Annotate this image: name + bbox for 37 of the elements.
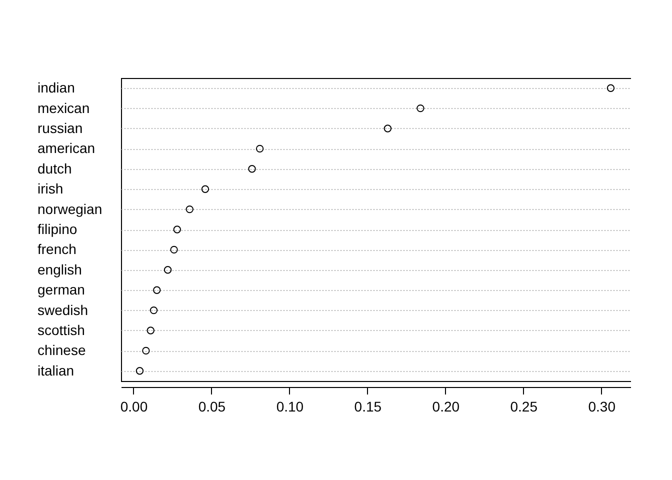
y-tick-label: swedish <box>38 302 88 318</box>
y-tick-label: english <box>38 261 82 278</box>
y-tick-label: filipino <box>38 221 78 237</box>
x-tick-label: 0.30 <box>588 398 616 414</box>
point <box>146 326 154 334</box>
point <box>136 367 144 375</box>
y-tick-label: american <box>38 140 96 156</box>
y-tick-label: german <box>38 282 85 298</box>
point <box>384 124 392 132</box>
point <box>256 144 264 153</box>
y-tick-label: dutch <box>38 160 72 176</box>
y-tick-label: chinese <box>38 342 86 358</box>
point <box>164 266 172 274</box>
y-tick-label: french <box>38 241 76 258</box>
y-tick-label: norwegian <box>38 200 102 217</box>
x-tick-label: 0.20 <box>432 398 460 414</box>
y-tick-label: mexican <box>38 100 90 116</box>
point <box>173 226 181 234</box>
x-tick-label: 0.00 <box>120 398 148 414</box>
point <box>201 185 210 193</box>
point <box>170 246 178 254</box>
point <box>142 346 150 355</box>
y-tick-label: russian <box>38 120 83 136</box>
point <box>416 104 424 112</box>
y-tick-label: scottish <box>38 322 85 338</box>
y-tick-label: irish <box>38 180 64 197</box>
point <box>186 205 194 214</box>
y-tick-label: italian <box>38 362 74 378</box>
x-tick-label: 0.05 <box>198 398 226 414</box>
point <box>606 84 615 92</box>
y-tick-label: indian <box>38 80 75 96</box>
x-tick-label: 0.15 <box>354 398 382 414</box>
point <box>150 306 158 314</box>
x-tick-label: 0.25 <box>510 398 538 414</box>
point <box>248 165 256 173</box>
x-tick-label: 0.10 <box>276 398 304 414</box>
point <box>153 286 161 294</box>
